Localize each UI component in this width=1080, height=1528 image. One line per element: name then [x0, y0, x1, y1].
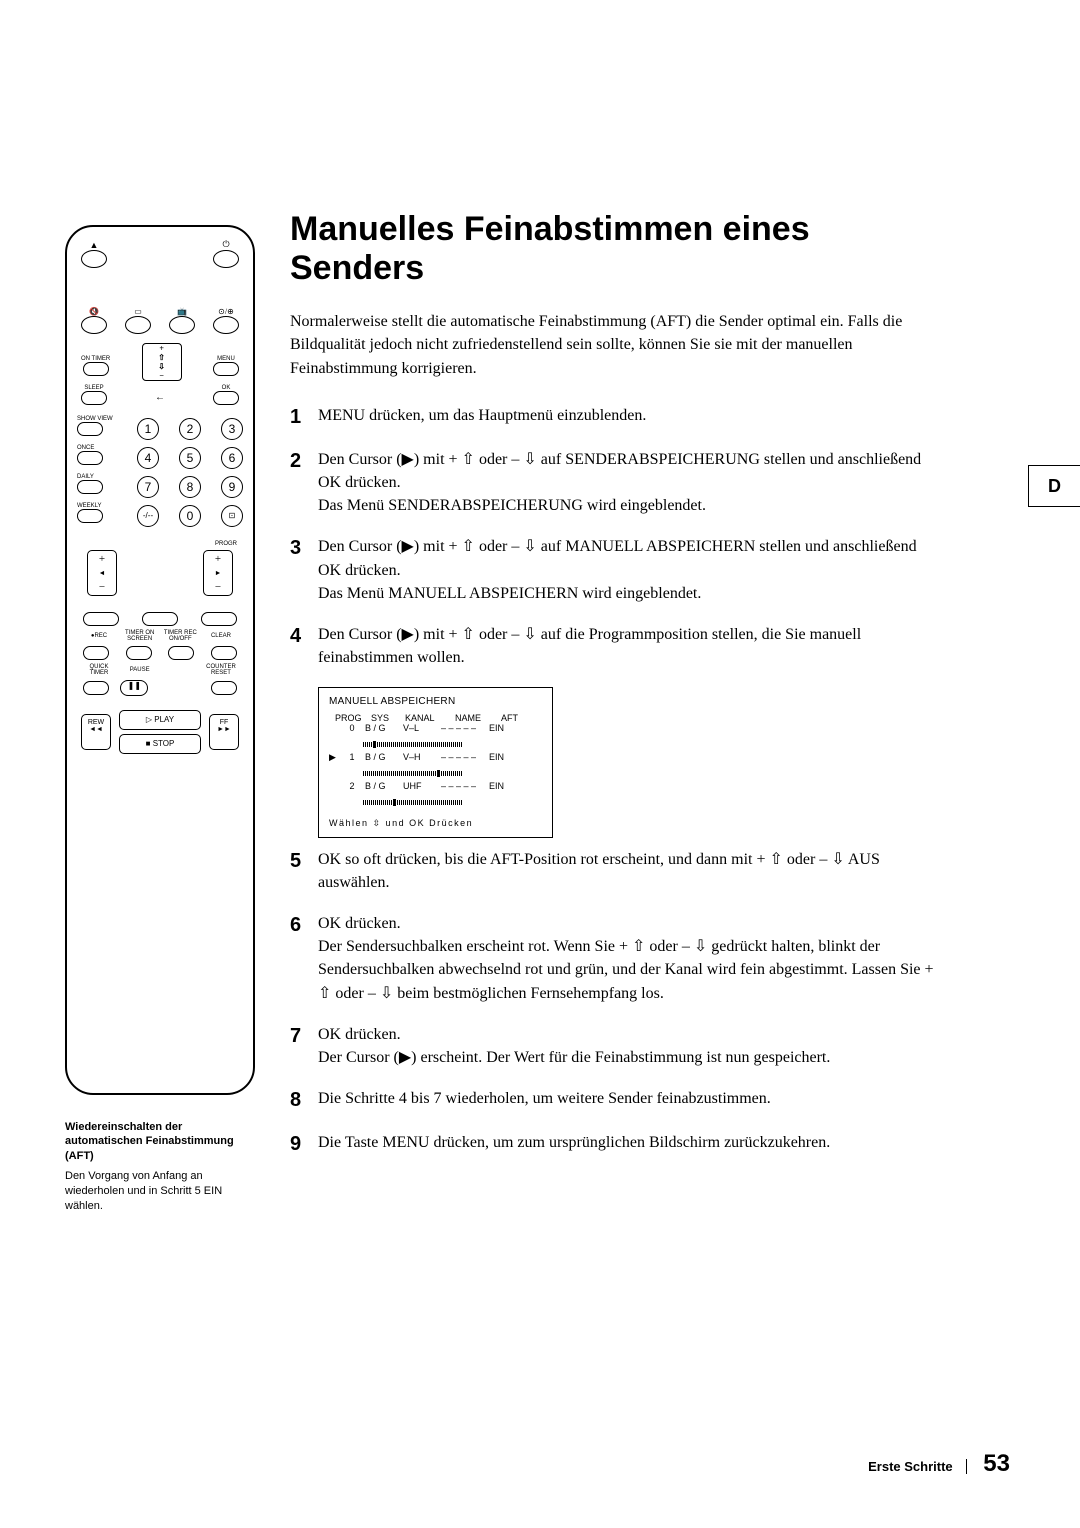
- page-title: Manuelles Feinabstimmen eines Senders: [290, 210, 940, 288]
- osd-menu-box: MANUELL ABSPEICHERN PROG SYS KANAL NAME …: [318, 687, 553, 837]
- label-quick-timer: QUICK TIMER: [79, 664, 119, 676]
- label-play: PLAY: [154, 715, 174, 724]
- main-content: Manuelles Feinabstimmen eines Senders No…: [290, 210, 940, 1175]
- page-number: 53: [983, 1450, 1010, 1477]
- step-number: 8: [290, 1087, 318, 1113]
- tab-letter: D: [1048, 476, 1061, 497]
- side-note-text: Den Vorgang von Anfang an wiederholen un…: [65, 1169, 250, 1214]
- menu-footer: Wählen ⇳ und OK Drücken: [329, 818, 542, 829]
- label-rew: REW: [88, 719, 104, 726]
- menu-row: 2 B / G UHF – – – – – EIN: [329, 781, 542, 792]
- step-text: MENU drücken, um das Hauptmenü einzublen…: [318, 404, 646, 430]
- label-ff: FF: [220, 719, 229, 726]
- step-number: 4: [290, 623, 318, 669]
- step-5: 5 OK so oft drücken, bis die AFT-Positio…: [290, 848, 940, 894]
- step-6: 6 OK drücken. Der Sendersuchbalken ersch…: [290, 912, 940, 1005]
- menu-row: 0 B / G V–L – – – – – EIN: [329, 723, 542, 734]
- step-number: 6: [290, 912, 318, 1005]
- step-9: 9 Die Taste MENU drücken, um zum ursprün…: [290, 1131, 940, 1157]
- step-text: Den Cursor (▶) mit + ⇧ oder – ⇩ auf SEND…: [318, 448, 940, 518]
- step-text: Die Taste MENU drücken, um zum ursprüngl…: [318, 1131, 830, 1157]
- step-number: 9: [290, 1131, 318, 1157]
- menu-columns: PROG SYS KANAL NAME AFT: [329, 713, 542, 723]
- label-pause: PAUSE: [120, 667, 160, 673]
- step-text: OK drücken. Der Sendersuchbalken erschei…: [318, 912, 940, 1005]
- label-counter-reset: COUNTER RESET: [201, 664, 241, 676]
- step-number: 1: [290, 404, 318, 430]
- side-note-title: Wiedereinschalten der automatischen Fein…: [65, 1120, 250, 1163]
- step-number: 5: [290, 848, 318, 894]
- side-note: Wiedereinschalten der automatischen Fein…: [65, 1120, 250, 1213]
- step-text: Die Schritte 4 bis 7 wiederholen, um wei…: [318, 1087, 771, 1113]
- step-text: Den Cursor (▶) mit + ⇧ oder – ⇩ auf die …: [318, 623, 940, 669]
- label-timer-rec: TIMER REC ON/OFF: [160, 630, 200, 642]
- label-progr: PROGR: [215, 541, 237, 547]
- step-text: OK so oft drücken, bis die AFT-Position …: [318, 848, 940, 894]
- step-3: 3 Den Cursor (▶) mit + ⇧ oder – ⇩ auf MA…: [290, 535, 940, 605]
- label-stop: STOP: [153, 739, 175, 748]
- step-number: 7: [290, 1023, 318, 1069]
- menu-row: ▶ 1 B / G V–H – – – – – EIN: [329, 752, 542, 763]
- label-rec: REC: [94, 633, 107, 639]
- step-4: 4 Den Cursor (▶) mit + ⇧ oder – ⇩ auf di…: [290, 623, 940, 669]
- step-7: 7 OK drücken. Der Cursor (▶) erscheint. …: [290, 1023, 940, 1069]
- step-8: 8 Die Schritte 4 bis 7 wiederholen, um w…: [290, 1087, 940, 1113]
- step-1: 1 MENU drücken, um das Hauptmenü einzubl…: [290, 404, 940, 430]
- step-number: 3: [290, 535, 318, 605]
- step-text: OK drücken. Der Cursor (▶) erscheint. De…: [318, 1023, 830, 1069]
- label-clear: CLEAR: [201, 633, 241, 639]
- remote-illustration: ▲ ⏻ 🔇 ▭ 📺 ⊙/⊕ ON TIMER +⇧⇩−: [65, 225, 255, 1095]
- page-footer: Erste Schritte 53: [868, 1450, 1010, 1478]
- label-timer-screen: TIMER ON SCREEN: [120, 630, 160, 642]
- step-number: 2: [290, 448, 318, 518]
- step-text: Den Cursor (▶) mit + ⇧ oder – ⇩ auf MANU…: [318, 535, 940, 605]
- footer-section: Erste Schritte: [868, 1459, 953, 1474]
- menu-title: MANUELL ABSPEICHERN: [329, 696, 542, 707]
- section-tab: D: [1028, 465, 1080, 507]
- step-2: 2 Den Cursor (▶) mit + ⇧ oder – ⇩ auf SE…: [290, 448, 940, 518]
- intro-paragraph: Normalerweise stellt die automatische Fe…: [290, 310, 940, 380]
